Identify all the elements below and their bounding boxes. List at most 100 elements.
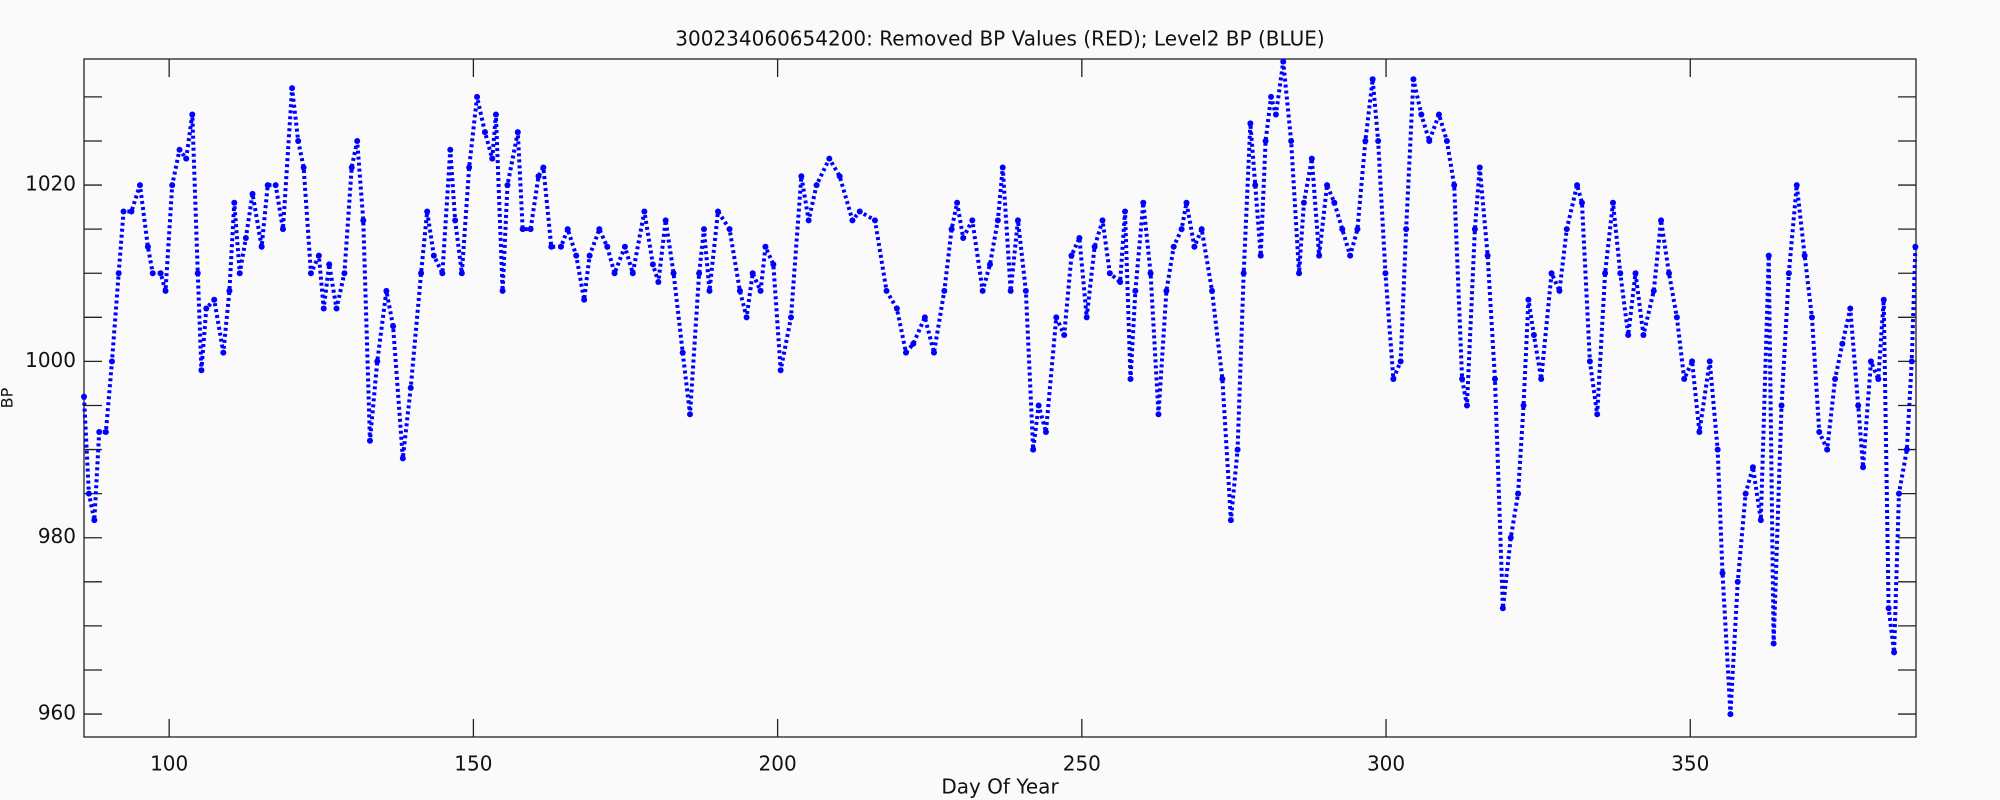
data-point: [1594, 411, 1601, 418]
data-line: [82, 59, 1918, 717]
data-point: [1268, 93, 1275, 100]
data-point: [176, 146, 183, 153]
data-point: [1463, 402, 1470, 409]
data-point: [1068, 252, 1075, 259]
data-point: [279, 226, 286, 233]
data-point: [272, 182, 279, 189]
data-point: [1765, 252, 1772, 259]
data-point: [1403, 226, 1410, 233]
x-tick-label: 250: [1063, 752, 1101, 776]
data-point: [1132, 287, 1139, 294]
data-point: [424, 208, 431, 215]
data-point: [189, 111, 196, 118]
data-point: [1578, 199, 1585, 206]
data-point: [1375, 137, 1382, 144]
data-point: [115, 270, 122, 277]
data-point: [883, 287, 890, 294]
data-point: [1719, 570, 1726, 577]
data-point: [81, 393, 87, 400]
data-point: [194, 270, 201, 277]
data-point: [136, 182, 143, 189]
data-point: [1300, 199, 1307, 206]
data-point: [492, 111, 499, 118]
data-point: [1459, 376, 1466, 383]
data-point: [564, 226, 571, 233]
data-point: [96, 428, 103, 435]
data-point: [1586, 358, 1593, 365]
data-point: [295, 137, 302, 144]
data-point: [1140, 199, 1147, 206]
y-tick-label: 980: [38, 524, 76, 548]
data-point: [289, 85, 296, 92]
data-point: [1734, 578, 1741, 585]
data-point: [354, 137, 361, 144]
data-point: [1891, 649, 1898, 656]
data-point: [1030, 446, 1037, 453]
data-point: [220, 349, 227, 356]
y-tick-label: 1000: [25, 348, 76, 372]
data-point: [743, 314, 750, 321]
data-point: [979, 287, 986, 294]
data-point: [264, 182, 271, 189]
data-point: [611, 270, 618, 277]
data-point: [1903, 446, 1910, 453]
data-point: [1908, 358, 1915, 365]
data-point: [770, 261, 777, 268]
data-point: [320, 305, 327, 312]
data-point: [242, 234, 249, 241]
data-point: [696, 270, 703, 277]
data-point: [1476, 164, 1483, 171]
data-point: [1681, 376, 1688, 383]
data-point: [641, 208, 648, 215]
data-point: [203, 305, 210, 312]
x-tick-label: 150: [454, 752, 492, 776]
data-point: [1014, 217, 1021, 224]
data-point: [198, 367, 205, 374]
data-point: [1563, 226, 1570, 233]
data-point: [726, 226, 733, 233]
x-axis-label: Day Of Year: [941, 775, 1059, 799]
data-point: [1122, 208, 1129, 215]
data-point: [629, 270, 636, 277]
data-point: [1538, 376, 1545, 383]
x-tick-label: 300: [1367, 752, 1405, 776]
data-point: [1556, 287, 1563, 294]
data-point: [994, 217, 1001, 224]
data-point: [1296, 270, 1303, 277]
data-point: [407, 384, 414, 391]
data-point: [1714, 446, 1721, 453]
data-point: [236, 270, 243, 277]
data-point: [1808, 314, 1815, 321]
data-point: [558, 243, 565, 250]
data-point: [399, 455, 406, 462]
data-point: [749, 270, 756, 277]
data-point: [1288, 137, 1295, 144]
data-point: [655, 279, 662, 286]
data-point: [226, 287, 233, 294]
data-point: [1240, 270, 1247, 277]
data-point: [1147, 270, 1154, 277]
data-point: [596, 226, 603, 233]
data-point: [1855, 402, 1862, 409]
data-point: [128, 208, 135, 215]
data-point: [91, 517, 98, 524]
data-point: [910, 340, 917, 347]
data-point: [1339, 226, 1346, 233]
data-point: [1602, 270, 1609, 277]
data-point: [581, 296, 588, 303]
data-point: [604, 243, 611, 250]
data-point: [1035, 402, 1042, 409]
data-point: [452, 217, 459, 224]
data-point: [1362, 137, 1369, 144]
data-point: [1163, 287, 1170, 294]
data-point: [499, 287, 506, 294]
data-point: [1117, 279, 1124, 286]
data-point: [736, 287, 743, 294]
data-point: [315, 252, 322, 259]
data-point: [1280, 58, 1287, 65]
data-point: [1316, 252, 1323, 259]
data-point: [1252, 182, 1259, 189]
data-point: [231, 199, 238, 206]
data-point: [1507, 534, 1514, 541]
data-point: [1435, 111, 1442, 118]
